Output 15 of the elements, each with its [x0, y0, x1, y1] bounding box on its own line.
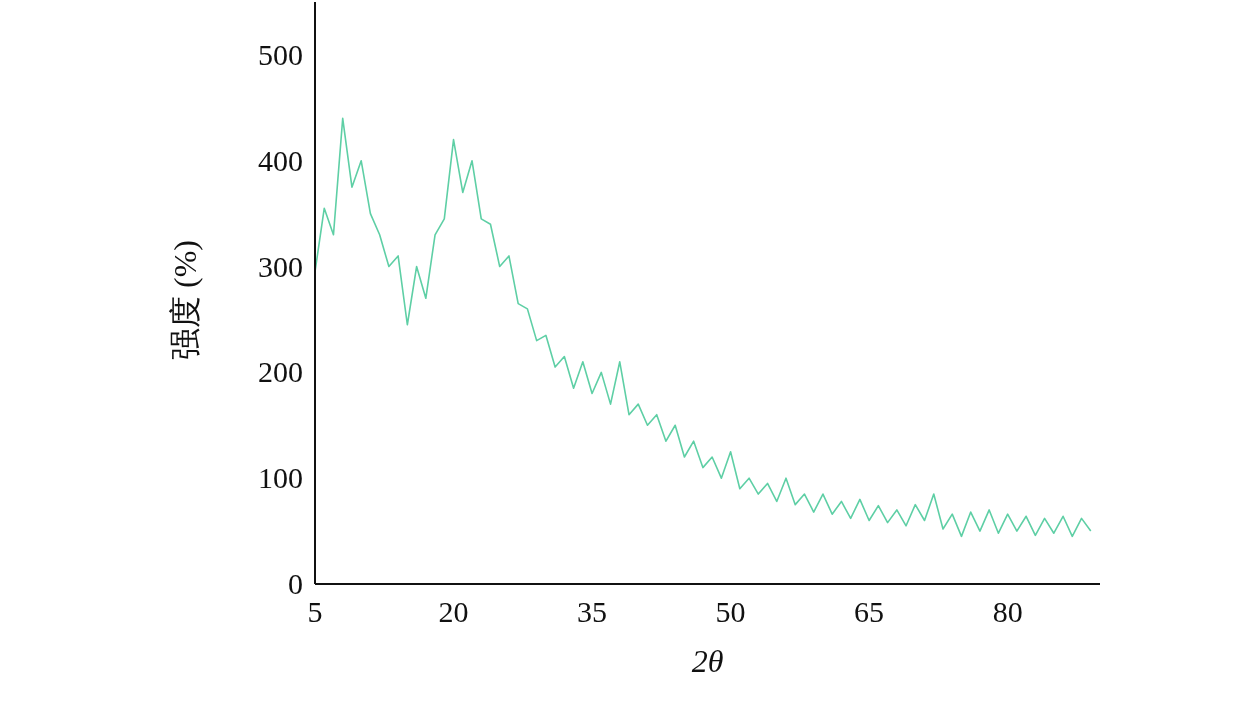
y-tick-label: 0	[288, 567, 303, 600]
x-axis-title: 2θ	[691, 643, 724, 679]
y-tick-label: 200	[258, 355, 303, 389]
x-tick-label: 50	[715, 595, 746, 628]
y-tick-label: 300	[258, 249, 303, 283]
x-tick-label: 80	[992, 595, 1023, 628]
x-tick-label: 35	[577, 595, 608, 628]
line-series	[314, 117, 1092, 538]
x-tick-label: 20	[438, 595, 469, 628]
y-tick-label: 500	[258, 37, 303, 71]
x-tick-label: 65	[854, 595, 885, 628]
x-tick-label: 5	[307, 595, 323, 628]
y-tick-label: 100	[258, 461, 303, 495]
y-tick-label: 400	[258, 143, 303, 177]
y-axis-title: 强度 (%)	[167, 240, 203, 360]
